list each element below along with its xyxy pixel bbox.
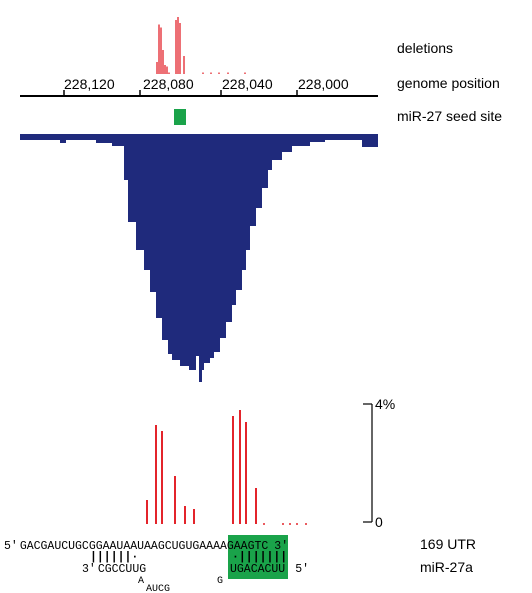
mirna-left: CGCCUUG <box>98 563 146 576</box>
deletion-bars <box>146 410 307 525</box>
utr-seed: CUGUGA <box>165 540 207 553</box>
loop-a: A <box>138 576 144 587</box>
mirna-prefix: 3′ <box>82 563 96 576</box>
utr-prefix: 5′ <box>4 540 18 553</box>
mirna-seq-right: UGACACUU 5′ <box>230 563 309 576</box>
seed-site-label: miR-27 seed site <box>397 108 502 124</box>
deletions-label: deletions <box>397 40 453 56</box>
utr-left: GACGAUCUGCGGAAUAAUAAG <box>20 540 165 553</box>
tick-label: 228,000 <box>298 76 349 92</box>
seed-highlight <box>228 535 288 579</box>
coverage-track <box>20 134 378 382</box>
tick-label: 228,120 <box>64 76 115 92</box>
mirna-right: UGACACUU <box>230 563 285 576</box>
tick-label: 228,080 <box>143 76 194 92</box>
loop-aucg: AUCG <box>146 584 170 593</box>
genome-position-label: genome position <box>397 75 500 91</box>
pairing-right: ·||||||| <box>232 551 287 564</box>
utr-label: 169 UTR <box>420 536 476 552</box>
scale-bottom-label: 0 <box>375 514 383 530</box>
seed-site-marker <box>174 109 186 125</box>
utr-suffix: 3′ <box>274 540 288 553</box>
mirna-label: miR-27a <box>420 559 473 575</box>
mirna-seq-left: 3′ CGCCUUG <box>82 563 146 576</box>
tick-label: 228,040 <box>222 76 273 92</box>
scale-top-label: 4% <box>375 396 395 412</box>
loop-g: G <box>217 576 223 587</box>
genome-axis: 228,120 228,080 228,040 228,000 <box>20 76 378 97</box>
utr-right: AAAGAAGTC <box>206 540 268 553</box>
mirna-suffix: 5′ <box>295 563 309 576</box>
scale-bar: 4% 0 <box>363 396 395 530</box>
top-deletion-histogram <box>156 17 246 74</box>
utr-sequence: 5′ GACGAUCUGCGGAAUAAUAAGCUGUGAAAAGAAGTC 3′ <box>4 540 288 553</box>
pairing-left: ||||||· <box>90 551 138 564</box>
